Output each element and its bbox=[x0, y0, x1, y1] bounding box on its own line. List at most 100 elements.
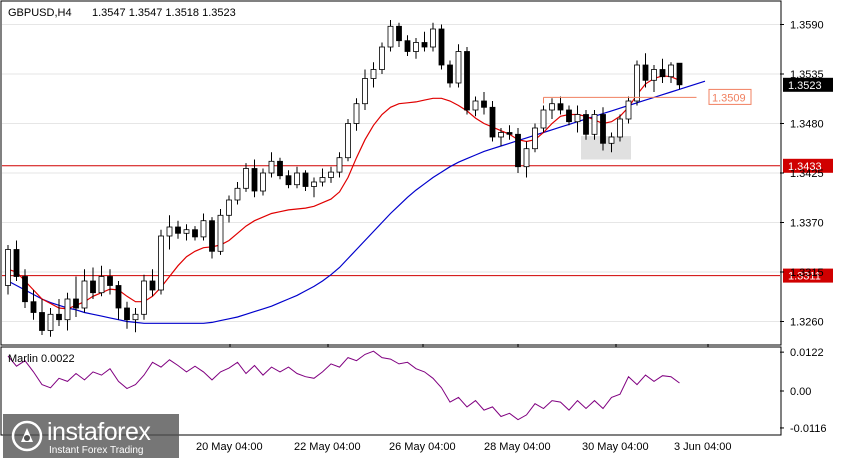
candle-body bbox=[506, 132, 513, 135]
candle-body bbox=[183, 229, 190, 234]
candle bbox=[243, 163, 249, 192]
candle-body bbox=[591, 114, 598, 135]
candle-body bbox=[498, 132, 504, 138]
logo-tagline: Instant Forex Trading bbox=[49, 445, 144, 456]
candle bbox=[523, 141, 530, 178]
candle bbox=[107, 269, 113, 295]
candle-body bbox=[200, 220, 207, 238]
time-label: 26 May 04:00 bbox=[389, 441, 456, 453]
candle-body bbox=[285, 175, 292, 186]
oscillator-tick-label: -0.0116 bbox=[790, 423, 827, 435]
candle-body bbox=[379, 46, 385, 70]
price-tick-label: 1.3590 bbox=[790, 20, 824, 32]
candle-body bbox=[243, 168, 249, 189]
candle-body bbox=[336, 157, 343, 173]
candle-body bbox=[73, 298, 79, 309]
candle bbox=[634, 60, 640, 106]
candle-body bbox=[277, 160, 283, 177]
target-label: 1.3509 bbox=[712, 92, 746, 104]
current-price-badge bbox=[783, 77, 833, 92]
price-tick-label: 1.3260 bbox=[790, 317, 824, 329]
candle-body bbox=[251, 168, 258, 192]
candle-body bbox=[5, 249, 11, 286]
candle bbox=[124, 301, 130, 329]
candle-body bbox=[192, 229, 198, 238]
candle bbox=[22, 269, 28, 308]
level-label: 1.3311 bbox=[788, 271, 821, 283]
highlight-box bbox=[581, 136, 631, 160]
candle bbox=[481, 92, 487, 115]
candle-body bbox=[124, 307, 130, 321]
candle-body bbox=[141, 280, 147, 315]
candle-body bbox=[523, 148, 530, 168]
candle-body bbox=[659, 69, 666, 78]
candle bbox=[5, 245, 11, 295]
candle bbox=[532, 123, 538, 153]
candle bbox=[268, 152, 275, 178]
candle bbox=[39, 299, 45, 335]
time-label: 3 Jun 04:00 bbox=[674, 441, 732, 453]
candle-body bbox=[472, 100, 479, 111]
candle-body bbox=[532, 127, 538, 150]
candle bbox=[421, 31, 428, 52]
candle-body bbox=[557, 103, 564, 111]
time-label: 20 May 04:00 bbox=[196, 441, 263, 453]
candle bbox=[591, 110, 598, 140]
time-label: 30 May 04:00 bbox=[582, 441, 649, 453]
candle bbox=[557, 96, 564, 115]
candle-body bbox=[481, 100, 487, 108]
level-label: 1.3433 bbox=[788, 161, 822, 173]
candle-body bbox=[226, 199, 232, 216]
candle bbox=[183, 224, 190, 241]
candle bbox=[234, 182, 241, 205]
candle bbox=[455, 44, 462, 88]
candle bbox=[319, 168, 326, 187]
candle-body bbox=[353, 103, 360, 124]
candle-body bbox=[345, 123, 351, 159]
candle-body bbox=[642, 64, 649, 81]
candle-body bbox=[302, 172, 309, 187]
price-tick-label: 1.3425 bbox=[790, 168, 824, 180]
candle-body bbox=[115, 285, 122, 309]
level-badge bbox=[783, 158, 833, 173]
candle-body bbox=[455, 51, 462, 84]
candle bbox=[200, 213, 207, 241]
candle-body bbox=[489, 106, 496, 138]
candle bbox=[47, 308, 54, 337]
candle bbox=[98, 265, 105, 297]
candle bbox=[651, 65, 657, 92]
candle-body bbox=[217, 214, 224, 252]
candle bbox=[549, 98, 555, 119]
candle-body bbox=[438, 28, 445, 66]
symbol-label: GBPUSD,H4 bbox=[8, 7, 72, 19]
candle-body bbox=[387, 25, 394, 48]
candle bbox=[226, 195, 232, 223]
ohlc-values: 1.3547 1.3547 1.3518 1.3523 bbox=[92, 7, 236, 19]
candle-body bbox=[421, 42, 428, 48]
price-tick-label: 1.3315 bbox=[790, 267, 824, 279]
candle-body bbox=[464, 51, 470, 111]
candle bbox=[404, 35, 411, 56]
candle bbox=[430, 22, 436, 52]
candle-body bbox=[294, 172, 300, 186]
candle-body bbox=[22, 276, 28, 303]
candle bbox=[115, 281, 122, 320]
candle bbox=[387, 20, 394, 52]
candle-body bbox=[90, 280, 96, 294]
candle bbox=[302, 170, 309, 191]
candle bbox=[13, 240, 20, 281]
instaforex-logo-icon bbox=[11, 420, 43, 452]
candle-body bbox=[362, 78, 368, 105]
candle bbox=[379, 42, 385, 74]
candle bbox=[659, 58, 666, 83]
candle bbox=[362, 69, 368, 110]
candle bbox=[149, 269, 156, 297]
price-tick-label: 1.3370 bbox=[790, 218, 824, 230]
logo-brand: instaforex bbox=[47, 418, 151, 446]
time-label: 28 May 04:00 bbox=[484, 441, 551, 453]
candle-body bbox=[328, 171, 334, 178]
candle bbox=[30, 290, 37, 320]
candle bbox=[285, 170, 292, 189]
candle-body bbox=[634, 64, 640, 102]
candle-body bbox=[540, 109, 547, 129]
